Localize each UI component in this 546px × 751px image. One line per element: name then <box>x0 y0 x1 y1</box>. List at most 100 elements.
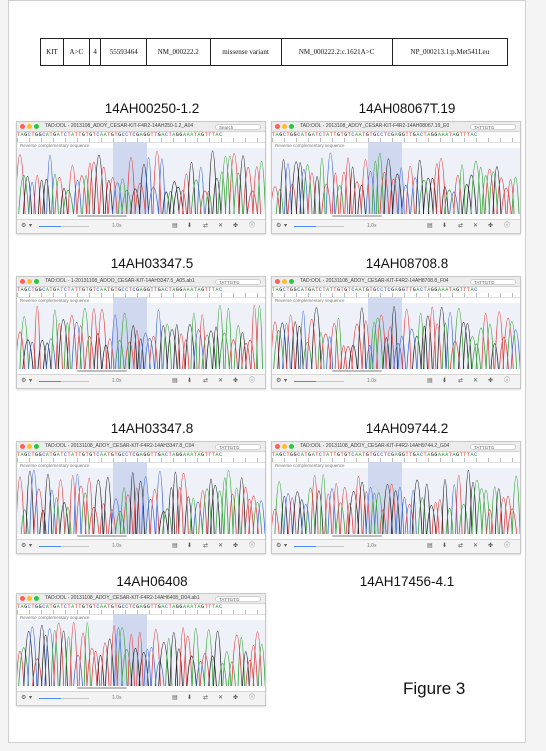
minimize-button[interactable] <box>27 124 32 129</box>
horizontal-scrollbar[interactable] <box>77 370 127 372</box>
swap-icon[interactable]: ⇄ <box>458 543 464 549</box>
chevron-down-icon[interactable]: ▾ <box>29 378 33 384</box>
info-icon[interactable]: ⓘ <box>504 543 511 549</box>
info-icon[interactable]: ⓘ <box>249 543 256 549</box>
search-input[interactable]: TATTGTG <box>470 278 516 285</box>
filter-icon[interactable]: ✤ <box>488 378 494 384</box>
window-titlebar[interactable]: TAD:OOL - 1-20131108_ADOO_CESAR-KIT-14AH… <box>17 277 265 287</box>
horizontal-scrollbar[interactable] <box>77 687 127 689</box>
settings-icon[interactable]: ⚙ <box>21 223 27 229</box>
reverse-complement-toggle[interactable]: Reverse complementary sequence <box>275 298 345 303</box>
reverse-complement-toggle[interactable]: Reverse complementary sequence <box>20 298 90 303</box>
minimize-button[interactable] <box>282 279 287 284</box>
search-input[interactable]: TATTGTG <box>215 278 261 285</box>
info-icon[interactable]: ⓘ <box>504 378 511 384</box>
chromatogram-window[interactable]: TAD:OOL - 1-20131108_ADOO_CESAR-KIT-14AH… <box>16 276 266 389</box>
reverse-complement-toggle[interactable]: Reverse complementary sequence <box>275 143 345 148</box>
zoom-slider[interactable] <box>294 381 344 382</box>
download-icon[interactable]: ⬇ <box>187 543 193 549</box>
zoom-slider[interactable] <box>39 698 89 699</box>
window-titlebar[interactable]: TAD:OOL - 2013108_ADOY_CESAR-KIT-F4R2-14… <box>272 122 520 132</box>
horizontal-scrollbar[interactable] <box>332 370 382 372</box>
download-icon[interactable]: ⬇ <box>442 223 448 229</box>
chevron-down-icon[interactable]: ▾ <box>284 223 288 229</box>
document-icon[interactable]: ▤ <box>172 378 178 384</box>
download-icon[interactable]: ⬇ <box>187 378 193 384</box>
settings-icon[interactable]: ⚙ <box>21 695 27 701</box>
horizontal-scrollbar[interactable] <box>77 535 127 537</box>
settings-icon[interactable]: ⚙ <box>276 378 282 384</box>
chevron-down-icon[interactable]: ▾ <box>284 543 288 549</box>
info-icon[interactable]: ⓘ <box>504 223 511 229</box>
search-input[interactable]: TATTGTG <box>470 443 516 450</box>
zoom-button[interactable] <box>289 124 294 129</box>
clip-icon[interactable]: ✕ <box>473 223 479 229</box>
close-button[interactable] <box>275 124 280 129</box>
filter-icon[interactable]: ✤ <box>488 543 494 549</box>
swap-icon[interactable]: ⇄ <box>203 223 209 229</box>
filter-icon[interactable]: ✤ <box>233 378 239 384</box>
search-input[interactable]: TATTGTG <box>215 595 261 602</box>
download-icon[interactable]: ⬇ <box>187 695 193 701</box>
clip-icon[interactable]: ✕ <box>218 543 224 549</box>
swap-icon[interactable]: ⇄ <box>458 223 464 229</box>
zoom-button[interactable] <box>34 124 39 129</box>
reverse-complement-toggle[interactable]: Reverse complementary sequence <box>275 463 345 468</box>
zoom-button[interactable] <box>289 279 294 284</box>
zoom-button[interactable] <box>34 596 39 601</box>
chevron-down-icon[interactable]: ▾ <box>284 378 288 384</box>
horizontal-scrollbar[interactable] <box>332 215 382 217</box>
document-icon[interactable]: ▤ <box>172 695 178 701</box>
zoom-button[interactable] <box>34 444 39 449</box>
chevron-down-icon[interactable]: ▾ <box>29 543 33 549</box>
settings-icon[interactable]: ⚙ <box>21 378 27 384</box>
clip-icon[interactable]: ✕ <box>473 378 479 384</box>
zoom-slider[interactable] <box>294 546 344 547</box>
document-icon[interactable]: ▤ <box>427 223 433 229</box>
minimize-button[interactable] <box>27 596 32 601</box>
zoom-slider[interactable] <box>39 226 89 227</box>
settings-icon[interactable]: ⚙ <box>276 223 282 229</box>
window-titlebar[interactable]: TAD:OOL - 2013108_ADOY_CESAR-KIT-F4R2-14… <box>17 122 265 132</box>
window-titlebar[interactable]: TAD:OOL - 20131108_ADOY_CESAR-KIT-F4R2-1… <box>17 594 265 604</box>
zoom-button[interactable] <box>289 444 294 449</box>
close-button[interactable] <box>20 279 25 284</box>
filter-icon[interactable]: ✤ <box>233 695 239 701</box>
reverse-complement-toggle[interactable]: Reverse complementary sequence <box>20 463 90 468</box>
horizontal-scrollbar[interactable] <box>332 535 382 537</box>
chromatogram-window[interactable]: TAD:OOL - 20131108_ADOY_CESAR-KIT-F4R2-1… <box>16 441 266 554</box>
zoom-slider[interactable] <box>294 226 344 227</box>
window-titlebar[interactable]: TAD:OOL - 20131108_ADOY_CESAR-KIT-F4R2-1… <box>17 442 265 452</box>
chromatogram-window[interactable]: TAD:OOL - 2013108_ADOY_CESAR-KIT-F4R2-14… <box>16 121 266 234</box>
clip-icon[interactable]: ✕ <box>473 543 479 549</box>
zoom-slider[interactable] <box>39 546 89 547</box>
document-icon[interactable]: ▤ <box>172 543 178 549</box>
chromatogram-window[interactable]: TAD:OOL - 2013108_ADOY_CESAR-KIT-F4R2-14… <box>271 121 521 234</box>
minimize-button[interactable] <box>27 279 32 284</box>
swap-icon[interactable]: ⇄ <box>203 378 209 384</box>
swap-icon[interactable]: ⇄ <box>203 695 209 701</box>
chromatogram-window[interactable]: TAD:OOL - 20131108_ADOY_CESAR-KIT-F4R2-1… <box>271 441 521 554</box>
close-button[interactable] <box>275 279 280 284</box>
settings-icon[interactable]: ⚙ <box>21 543 27 549</box>
window-titlebar[interactable]: TAD:OOL - 20131108_ADOY_CESAR-KIT-F4R2-1… <box>272 442 520 452</box>
document-icon[interactable]: ▤ <box>427 543 433 549</box>
chevron-down-icon[interactable]: ▾ <box>29 695 33 701</box>
swap-icon[interactable]: ⇄ <box>458 378 464 384</box>
clip-icon[interactable]: ✕ <box>218 378 224 384</box>
search-input[interactable]: TATTGTG <box>470 123 516 130</box>
close-button[interactable] <box>20 444 25 449</box>
download-icon[interactable]: ⬇ <box>442 378 448 384</box>
filter-icon[interactable]: ✤ <box>488 223 494 229</box>
clip-icon[interactable]: ✕ <box>218 223 224 229</box>
swap-icon[interactable]: ⇄ <box>203 543 209 549</box>
document-icon[interactable]: ▤ <box>172 223 178 229</box>
minimize-button[interactable] <box>282 124 287 129</box>
clip-icon[interactable]: ✕ <box>218 695 224 701</box>
filter-icon[interactable]: ✤ <box>233 223 239 229</box>
download-icon[interactable]: ⬇ <box>187 223 193 229</box>
filter-icon[interactable]: ✤ <box>233 543 239 549</box>
info-icon[interactable]: ⓘ <box>249 695 256 701</box>
reverse-complement-toggle[interactable]: Reverse complementary sequence <box>20 615 90 620</box>
search-input[interactable]: Search <box>215 123 261 130</box>
